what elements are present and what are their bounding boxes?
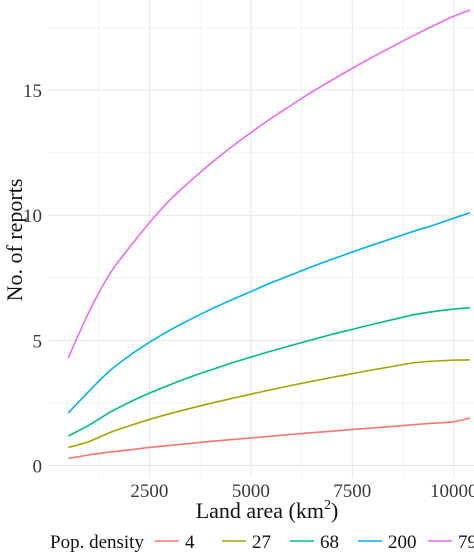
legend: Pop. density 4 27 68 200 790 — [50, 532, 474, 553]
x-tick-label: 2500 — [130, 481, 168, 502]
y-tick-label: 10 — [23, 206, 42, 227]
series-line-790 — [67, 9, 471, 359]
x-tick-label: 10000 — [430, 481, 474, 502]
x-axis-title-suffix: ) — [331, 498, 338, 523]
x-axis-title-superscript: 2 — [324, 498, 331, 513]
x-axis-title: Land area (km2) — [196, 498, 339, 523]
x-tick-label: 5000 — [232, 481, 270, 502]
series-line-200 — [67, 211, 471, 414]
series-lines — [67, 9, 471, 460]
series-line-68 — [67, 307, 471, 437]
legend-title: Pop. density — [50, 532, 144, 553]
y-tick-label: 0 — [33, 456, 43, 477]
legend-label-68: 68 — [320, 532, 339, 553]
y-tick-labels: 0 5 10 15 — [23, 81, 42, 477]
y-tick-label: 5 — [33, 331, 43, 352]
y-tick-label: 15 — [23, 81, 42, 102]
legend-label-790: 790 — [458, 532, 474, 553]
series-line-27 — [68, 359, 470, 449]
x-tick-labels: 2500 5000 7500 10000 — [130, 481, 474, 502]
legend-label-27: 27 — [252, 532, 271, 553]
y-axis-title: No. of reports — [2, 179, 27, 302]
legend-label-200: 200 — [388, 532, 417, 553]
series-line-4 — [68, 417, 471, 460]
x-tick-label: 7500 — [333, 481, 371, 502]
legend-label-4: 4 — [185, 532, 195, 553]
grid — [48, 0, 474, 478]
